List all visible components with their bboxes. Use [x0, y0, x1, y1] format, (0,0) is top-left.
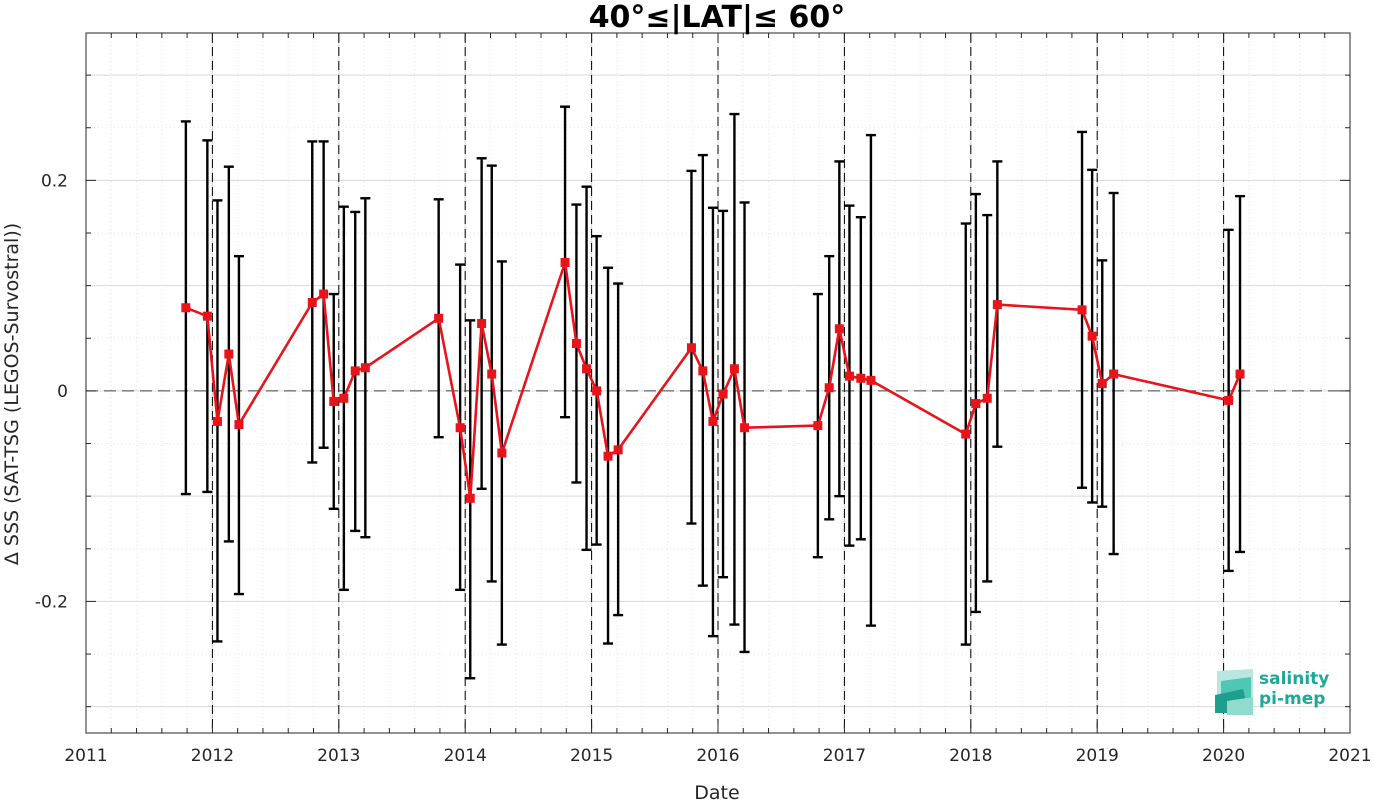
data-point: [856, 373, 866, 383]
data-point: [350, 366, 360, 376]
data-point: [465, 493, 475, 503]
x-tick-label: 2019: [1076, 746, 1119, 766]
data-point: [613, 445, 623, 455]
data-point: [708, 416, 718, 426]
data-point: [686, 343, 696, 353]
x-tick-label: 2012: [191, 746, 234, 766]
data-point: [1109, 369, 1119, 379]
data-point: [1087, 331, 1097, 341]
data-point: [571, 339, 581, 349]
data-point: [824, 383, 834, 393]
y-tick-label: -0.2: [35, 592, 68, 612]
x-tick-label: 2020: [1202, 746, 1245, 766]
x-tick-label: 2016: [696, 746, 739, 766]
data-point: [202, 311, 212, 321]
x-tick-label: 2018: [949, 746, 992, 766]
data-point: [360, 363, 370, 373]
tick-labels: 2011 2012 2013 2014 2015 2016 2017 2018 2019 2020…: [35, 171, 1372, 766]
data-point: [698, 366, 708, 376]
data-point: [234, 420, 244, 430]
data-point: [982, 393, 992, 403]
data-point: [592, 386, 602, 396]
data-point: [319, 289, 329, 299]
data-point: [961, 429, 971, 439]
data-point: [329, 396, 339, 406]
data-point: [866, 375, 876, 385]
data-point: [740, 423, 750, 433]
data-point: [813, 421, 823, 431]
data-point: [729, 364, 739, 374]
data-point: [971, 399, 981, 409]
y-tick-label: 0.2: [41, 171, 68, 191]
data-point: [1224, 395, 1234, 405]
data-point: [307, 297, 317, 307]
chart-title: 40°≤|LAT|≤ 60°: [589, 0, 846, 35]
x-tick-label: 2017: [823, 746, 866, 766]
data-point: [224, 349, 234, 359]
waves-logo-icon: [1215, 669, 1253, 715]
logo-text-salinity: salinity: [1259, 669, 1330, 689]
y-tick-label: 0: [57, 382, 68, 402]
data-point: [992, 300, 1002, 310]
data-point: [339, 393, 349, 403]
x-tick-label: 2015: [570, 746, 613, 766]
data-point: [487, 369, 497, 379]
year-dividers: [211, 33, 1225, 733]
salinity-pi-mep-logo: salinity pi-mep: [1213, 667, 1343, 717]
data-point: [497, 448, 507, 458]
data-point: [455, 423, 465, 433]
data-point: [181, 303, 191, 313]
axis-ticks: [85, 33, 1351, 733]
series-markers: [181, 257, 1245, 503]
data-point: [1097, 379, 1107, 389]
error-bars: [180, 105, 1246, 680]
data-point: [582, 364, 592, 374]
x-tick-label: 2011: [64, 746, 107, 766]
data-point: [718, 389, 728, 399]
data-point: [434, 313, 444, 323]
data-point: [603, 451, 613, 461]
data-point: [834, 324, 844, 334]
logo-text-pi-mep: pi-mep: [1259, 689, 1326, 709]
x-tick-label: 2014: [444, 746, 487, 766]
data-point: [212, 416, 222, 426]
data-point: [477, 319, 487, 329]
x-tick-label: 2021: [1328, 746, 1371, 766]
y-axis-label: Δ SSS (SAT-TSG (LEGOS-Survostral)): [1, 223, 23, 565]
x-axis-label: Date: [694, 782, 739, 801]
data-point: [1077, 305, 1087, 315]
data-point: [1235, 369, 1245, 379]
data-point: [560, 257, 570, 267]
data-point: [844, 371, 854, 381]
x-tick-label: 2013: [317, 746, 360, 766]
